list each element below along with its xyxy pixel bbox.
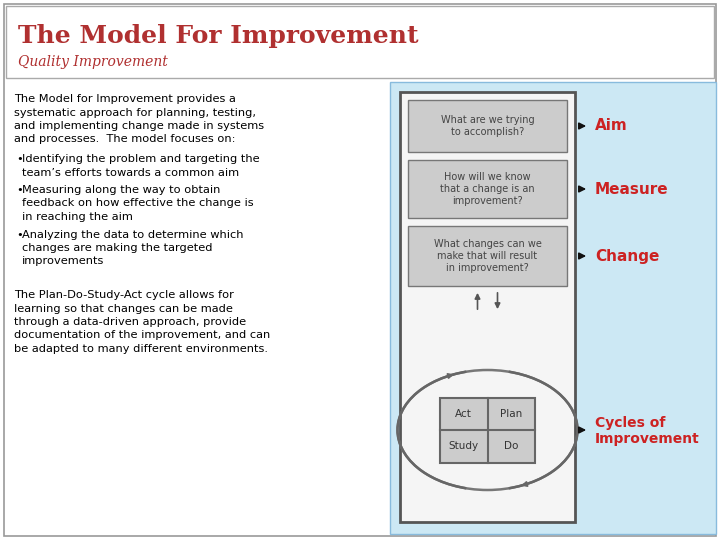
Text: Change: Change xyxy=(595,248,660,264)
Text: Improvement: Improvement xyxy=(595,432,700,446)
Text: •: • xyxy=(16,185,23,195)
Bar xyxy=(408,160,567,218)
Text: through a data-driven approach, provide: through a data-driven approach, provide xyxy=(14,317,246,327)
Text: The Plan-Do-Study-Act cycle allows for: The Plan-Do-Study-Act cycle allows for xyxy=(14,290,234,300)
Text: Plan: Plan xyxy=(500,409,523,419)
Text: in reaching the aim: in reaching the aim xyxy=(22,212,133,222)
Bar xyxy=(400,92,575,522)
Text: documentation of the improvement, and can: documentation of the improvement, and ca… xyxy=(14,330,270,341)
Bar xyxy=(6,6,714,78)
Text: What changes can we
make that will result
in improvement?: What changes can we make that will resul… xyxy=(433,239,541,273)
Text: Measure: Measure xyxy=(595,181,669,197)
Text: Quality Improvement: Quality Improvement xyxy=(18,55,168,69)
Text: be adapted to many different environments.: be adapted to many different environment… xyxy=(14,344,268,354)
Text: and processes.  The model focuses on:: and processes. The model focuses on: xyxy=(14,134,235,145)
Text: •: • xyxy=(16,154,23,164)
Text: improvements: improvements xyxy=(22,256,104,267)
Text: The Model For Improvement: The Model For Improvement xyxy=(18,24,418,48)
Text: learning so that changes can be made: learning so that changes can be made xyxy=(14,303,233,314)
Text: How will we know
that a change is an
improvement?: How will we know that a change is an imp… xyxy=(440,172,535,206)
Bar xyxy=(390,82,716,534)
Bar xyxy=(440,397,535,462)
Text: team’s efforts towards a common aim: team’s efforts towards a common aim xyxy=(22,167,239,178)
Text: Do: Do xyxy=(504,441,518,451)
Text: Study: Study xyxy=(449,441,479,451)
Bar xyxy=(408,226,567,286)
Text: •: • xyxy=(16,230,23,240)
Text: changes are making the targeted: changes are making the targeted xyxy=(22,243,212,253)
Text: Identifying the problem and targeting the: Identifying the problem and targeting th… xyxy=(22,154,260,164)
Bar xyxy=(408,100,567,152)
Text: The Model for Improvement provides a: The Model for Improvement provides a xyxy=(14,94,236,104)
Text: Aim: Aim xyxy=(595,118,628,133)
Text: Cycles of: Cycles of xyxy=(595,416,665,430)
Text: and implementing change made in systems: and implementing change made in systems xyxy=(14,121,264,131)
Text: Measuring along the way to obtain: Measuring along the way to obtain xyxy=(22,185,220,195)
Text: systematic approach for planning, testing,: systematic approach for planning, testin… xyxy=(14,107,256,118)
Text: feedback on how effective the change is: feedback on how effective the change is xyxy=(22,199,253,208)
Text: Act: Act xyxy=(455,409,472,419)
Text: Analyzing the data to determine which: Analyzing the data to determine which xyxy=(22,230,243,240)
Text: What are we trying
to accomplish?: What are we trying to accomplish? xyxy=(441,115,534,137)
